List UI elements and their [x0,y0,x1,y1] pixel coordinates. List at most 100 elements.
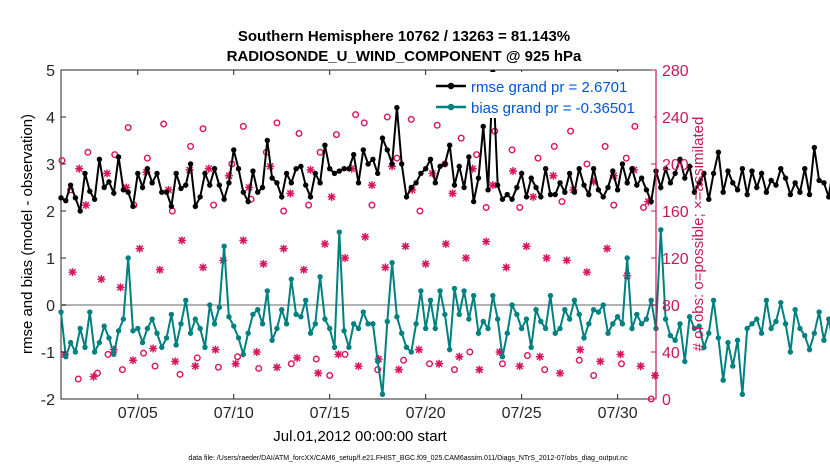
series-bias-point [231,323,237,329]
series-bias-point [763,297,770,303]
series-rmse-point [226,180,232,186]
series-bias-point [677,321,683,327]
obs-assimilated-marker [148,344,158,353]
obs-assimilated-marker [299,265,308,274]
series-rmse-point [67,182,74,188]
obs-possible-marker [187,142,195,150]
y-axis-right-label: # of obs: o=possible; ×=assimilated [690,117,707,352]
series-bias-point [370,321,376,327]
series-rmse-point [566,170,573,177]
series-bias-point [274,325,280,332]
series-rmse-point [144,166,151,172]
series-bias-point [226,314,232,320]
series-bias-point [72,349,79,355]
series-rmse-point [610,168,616,174]
series-bias-point [566,316,573,322]
series-bias-point [336,229,343,235]
obs-assimilated-marker [401,242,410,251]
series-rmse-point [667,180,674,186]
obs-possible-marker [457,134,465,142]
series-rmse-point [614,187,621,193]
series-rmse-point [634,182,640,188]
series-rmse-point [710,170,717,177]
series-bias-point [557,325,563,332]
obs-assimilated-marker [128,356,138,365]
series-bias-point [346,344,352,350]
series-bias-point [168,311,175,318]
obs-possible-marker [534,154,542,162]
series-rmse-point [821,180,827,186]
plot-area [60,69,657,400]
series-rmse-point [499,196,506,202]
series-bias-point [571,297,578,303]
series-rmse-point [111,190,117,196]
series-rmse-point [72,195,79,201]
obs-assimilated-marker [89,372,98,381]
series-bias-point [183,297,189,303]
series-bias-point [96,339,103,346]
y-right-tick-label: 80 [662,298,680,315]
obs-assimilated-marker [421,259,430,269]
series-bias-point [528,344,534,350]
series-rmse-point [135,170,141,177]
series-rmse-point [494,182,501,188]
obs-assimilated-marker [97,275,106,284]
series-rmse-point [154,170,160,177]
obs-possible-marker [550,142,558,150]
obs-assimilated-marker [508,166,518,176]
series-rmse-point [739,166,746,172]
y-left-tick-label: 0 [46,298,55,315]
series-bias-point [106,335,112,341]
obs-possible-marker [450,366,458,374]
obs-possible-marker [193,354,201,362]
series-bias-point [159,344,165,350]
obs-assimilated-marker [314,369,323,378]
series-bias-point [245,330,251,336]
series-rmse-point [274,180,280,186]
obs-possible-marker [383,113,391,121]
series-rmse-point [523,194,530,200]
series-bias-point [355,325,362,332]
series-rmse-point [255,189,261,195]
obs-possible-marker [104,350,112,358]
series-rmse-point [782,175,789,181]
series-rmse-point [163,189,170,195]
series-rmse-point [461,184,467,191]
series-rmse-point [403,194,410,200]
series-bias-point [826,316,830,322]
obs-assimilated-marker [529,192,538,202]
series-rmse-point [806,191,813,198]
obs-possible-marker [93,369,101,377]
series-rmse-point [115,154,122,160]
series-bias-point [533,307,539,313]
series-rmse-point [106,179,112,185]
series-bias-point [259,321,266,327]
x-axis-label: Jul.01,2012 00:00:00 start [273,428,447,445]
series-rmse-point [173,170,179,177]
series-rmse-point [470,198,477,205]
obs-assimilated-marker [334,350,343,359]
obs-assimilated-marker [171,357,180,366]
obs-possible-marker [516,203,524,211]
series-rmse-point [744,191,750,198]
series-bias-point [149,316,155,322]
legend-rmse-marker [447,82,455,90]
x-tick-label: 07/15 [310,405,350,422]
series-bias-point [351,321,357,327]
series-bias-point [643,316,650,322]
series-bias-point [614,314,621,320]
series-rmse-point [701,170,707,177]
obs-assimilated-marker [542,253,551,263]
series-rmse-point [365,161,371,167]
obs-possible-marker [575,356,583,364]
series-rmse-point [312,170,319,177]
obs-possible-marker [601,142,609,150]
series-bias-point [283,321,290,327]
series-bias-point [422,325,429,332]
series-bias-point [240,351,247,358]
series-bias-point [216,304,223,311]
series-bias-point [816,309,822,315]
obs-assimilated-marker [191,361,200,371]
obs-possible-marker [316,148,324,156]
series-rmse-point [77,208,83,214]
